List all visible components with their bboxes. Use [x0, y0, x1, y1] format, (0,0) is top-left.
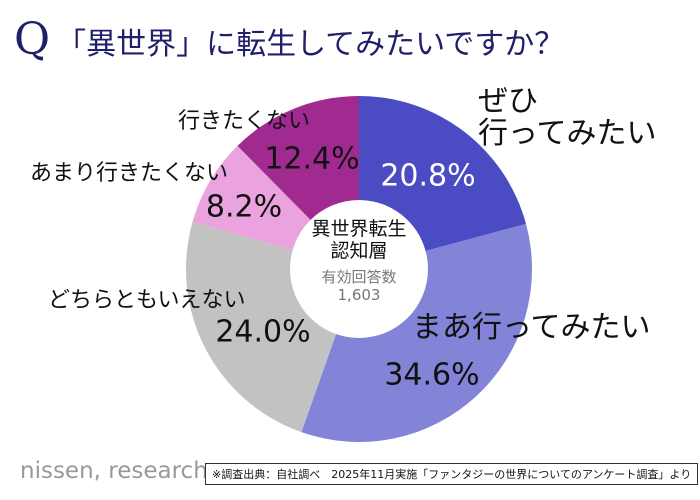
response-count-label: 有効回答数 — [321, 268, 397, 286]
donut-center: 異世界転生 認知層 有効回答数 1,603 — [290, 218, 428, 304]
value-label-0: 20.8% — [380, 158, 476, 194]
category-label-4: 行きたくない — [178, 109, 311, 134]
source-note: ※調査出典：自社調べ 2025年11月実施「ファンタジーの世界についてのアンケー… — [205, 463, 699, 485]
donut-hole — [290, 200, 428, 338]
value-label-1: 34.6% — [384, 357, 480, 393]
nissen-research-logo: nissen, research — [20, 458, 208, 484]
value-label-2: 24.0% — [215, 314, 311, 350]
category-label-3: あまり行きたくない — [30, 161, 229, 186]
category-label-0: ぜひ 行ってみたい — [478, 86, 657, 150]
category-label-2: どちらともいえない — [48, 288, 246, 313]
center-title-line2: 認知層 — [330, 240, 388, 262]
category-label-1: まあ行ってみたい — [412, 310, 651, 345]
category-label-0-line1: ぜひ — [478, 84, 538, 119]
center-title-line1: 異世界転生 — [311, 218, 407, 240]
title-text: 「異世界」に転生してみたいですか？ — [56, 27, 565, 62]
value-label-4: 12.4% — [264, 141, 360, 177]
q-mark: Q — [14, 14, 51, 65]
response-count: 1,603 — [337, 286, 381, 304]
category-label-0-line2: 行ってみたい — [478, 116, 657, 151]
chart-title: Q 「異世界」に転生してみたいですか？ — [14, 14, 564, 65]
value-label-3: 8.2% — [205, 189, 283, 225]
